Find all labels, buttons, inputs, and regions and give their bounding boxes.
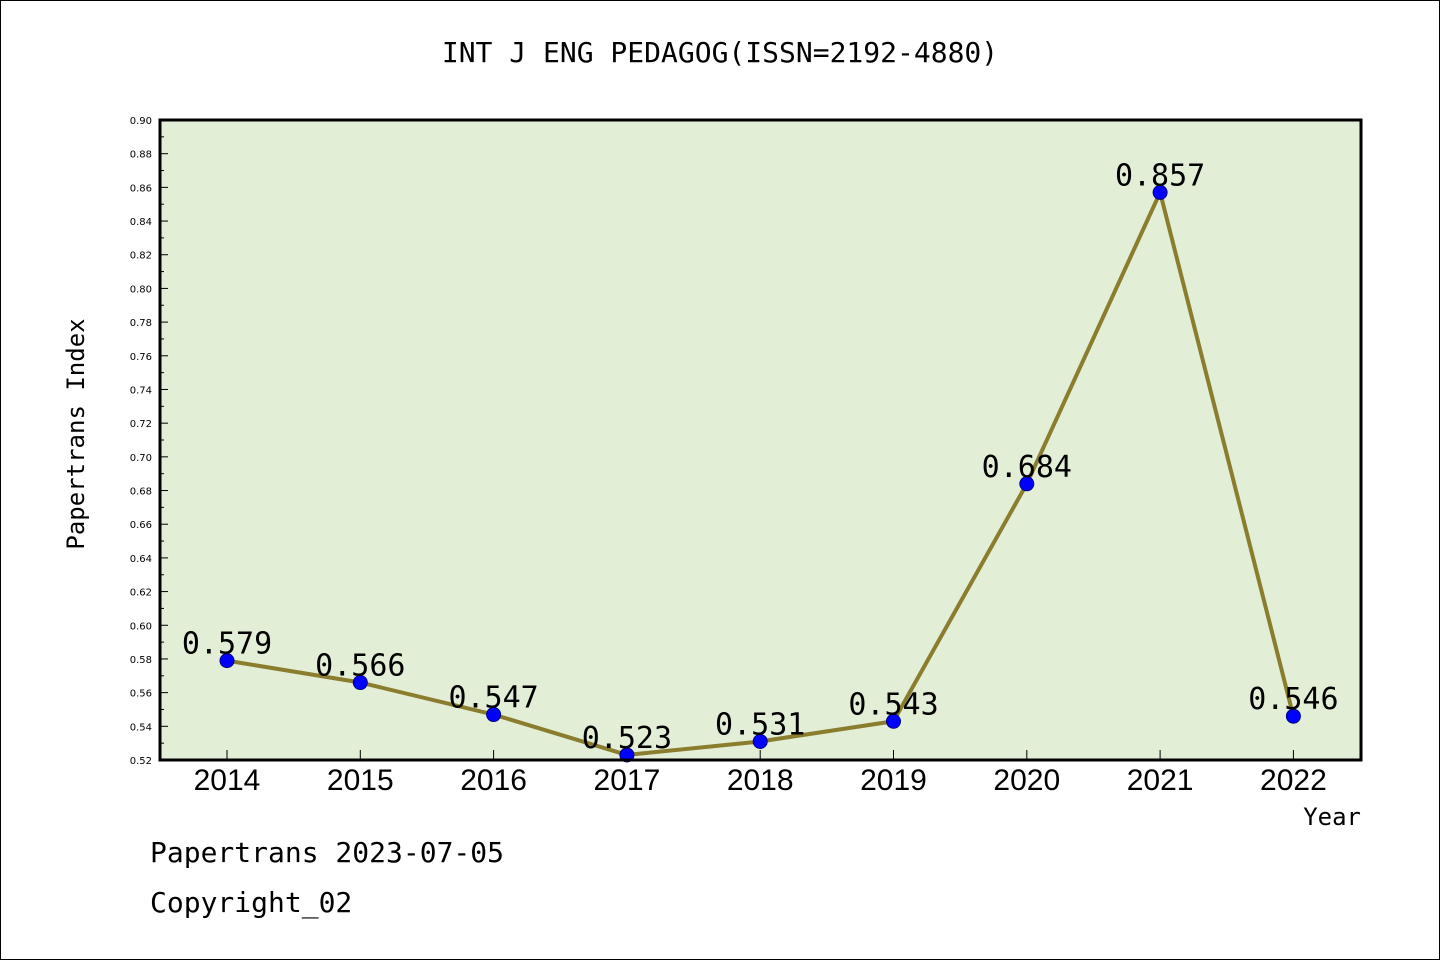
footer-copyright: Copyright_02 [150, 886, 353, 919]
x-axis-title: Year [1303, 803, 1361, 831]
y-tick-label: 0.90 [130, 116, 152, 127]
data-point [1152, 184, 1168, 200]
y-tick-label: 0.60 [130, 621, 152, 632]
y-tick-label: 0.80 [130, 284, 152, 295]
x-tick-label: 2018 [727, 764, 794, 797]
data-label: 0.543 [848, 687, 938, 722]
x-tick-label: 2021 [1127, 764, 1194, 797]
data-label: 0.531 [715, 707, 805, 742]
y-tick-label: 0.66 [130, 520, 152, 531]
y-tick-label: 0.76 [130, 352, 152, 363]
series: 0.579 0.566 0.547 0.523 0.531 0.543 0.684 0.857… [182, 158, 1339, 763]
x-tick-label: 2019 [860, 764, 927, 797]
data-label: 0.857 [1115, 158, 1205, 193]
y-tick-label: 0.74 [130, 385, 152, 396]
y-tick-label: 0.78 [130, 318, 152, 329]
data-label: 0.547 [448, 681, 538, 716]
y-tick-label: 0.52 [130, 756, 152, 767]
x-tick-label: 2022 [1260, 764, 1327, 797]
y-tick-label: 0.56 [130, 689, 152, 700]
data-label: 0.579 [182, 627, 272, 662]
x-axis: 2014 2015 2016 2017 2018 2019 2020 2021 2022 [194, 750, 1327, 797]
data-point [352, 675, 368, 691]
y-tick-label: 0.82 [130, 251, 152, 262]
y-tick-label: 0.70 [130, 453, 152, 464]
x-tick-label: 2014 [194, 764, 261, 797]
x-tick-label: 2015 [327, 764, 394, 797]
y-tick-label: 0.86 [130, 183, 152, 194]
data-point [1019, 476, 1035, 492]
x-tick-label: 2017 [594, 764, 661, 797]
x-tick-label: 2020 [993, 764, 1060, 797]
plot-area [160, 120, 1361, 760]
y-tick-label: 0.72 [130, 419, 152, 430]
chart-title: INT J ENG PEDAGOG(ISSN=2192-4880) [441, 36, 999, 69]
y-tick-label: 0.58 [130, 655, 152, 666]
y-axis: 0.52 0.54 0.56 0.58 0.60 0.62 0.64 0.66 0.68 0.70… [130, 116, 168, 767]
data-point [486, 707, 502, 723]
data-point [619, 747, 635, 763]
data-label: 0.684 [982, 450, 1072, 485]
footer-date: Papertrans 2023-07-05 [150, 836, 505, 869]
data-label: 0.566 [315, 649, 405, 684]
data-label: 0.523 [582, 721, 672, 756]
y-axis-title: Papertrans Index [62, 318, 90, 549]
data-point [1285, 708, 1301, 724]
y-tick-label: 0.54 [130, 722, 152, 733]
y-tick-label: 0.62 [130, 588, 152, 599]
data-point [219, 653, 235, 669]
data-point [752, 733, 768, 749]
data-label: 0.546 [1248, 682, 1338, 717]
y-tick-label: 0.84 [130, 217, 152, 228]
data-point [886, 713, 901, 729]
plot-border [158, 118, 1363, 762]
y-tick-label: 0.64 [130, 554, 152, 565]
x-tick-label: 2016 [460, 764, 527, 797]
y-tick-label: 0.88 [130, 150, 152, 161]
y-tick-label: 0.68 [130, 487, 152, 498]
